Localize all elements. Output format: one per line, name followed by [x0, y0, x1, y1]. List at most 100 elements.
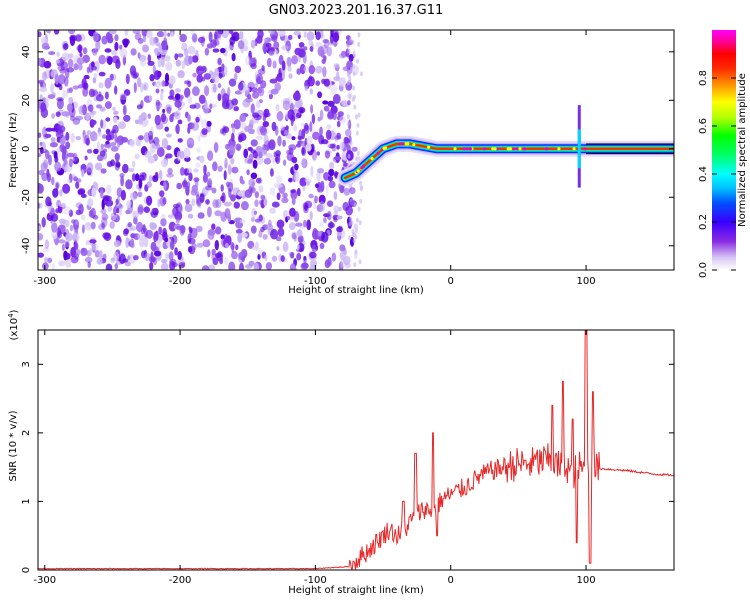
- noise-blob: [315, 31, 321, 41]
- noise-blob: [87, 198, 94, 207]
- noise-blob: [63, 250, 68, 261]
- noise-blob: [327, 222, 335, 229]
- noise-blob: [206, 43, 213, 49]
- noise-blob: [258, 151, 263, 159]
- noise-blob: [154, 250, 162, 257]
- noise-blob: [226, 45, 234, 51]
- signal-peak: [404, 142, 408, 146]
- noise-blob: [341, 99, 348, 106]
- noise-blob: [215, 30, 222, 39]
- noise-blob: [252, 159, 258, 169]
- noise-blob: [191, 198, 196, 207]
- noise-blob: [254, 71, 258, 79]
- noise-blob: [233, 119, 241, 130]
- snr-scale-label: (x104): [7, 309, 20, 340]
- noise-blob: [347, 48, 351, 54]
- noise-blob: [245, 55, 251, 66]
- noise-blob: [287, 65, 292, 72]
- noise-blob: [164, 237, 169, 243]
- noise-blob: [175, 59, 182, 67]
- noise-blob: [309, 121, 313, 132]
- noise-blob: [224, 65, 228, 76]
- noise-blob: [214, 68, 219, 77]
- noise-blob: [112, 106, 116, 111]
- noise-blob: [336, 215, 342, 220]
- noise-blob: [282, 241, 289, 252]
- noise-blob: [265, 223, 274, 231]
- noise-blob: [192, 72, 197, 78]
- noise-blob: [309, 264, 317, 270]
- noise-blob: [177, 250, 182, 260]
- noise-blob: [143, 32, 147, 43]
- noise-blob: [187, 213, 194, 219]
- noise-blob: [309, 251, 317, 259]
- signal-peak: [522, 147, 526, 151]
- noise-blob: [223, 256, 229, 266]
- noise-blob: [47, 257, 53, 264]
- noise-blob: [337, 111, 344, 117]
- noise-blob: [74, 242, 79, 250]
- noise-blob: [113, 240, 121, 248]
- noise-blob: [125, 73, 130, 85]
- noise-blob: [140, 82, 144, 93]
- noise-blob: [51, 263, 56, 270]
- noise-blob: [322, 100, 329, 105]
- noise-blob: [127, 222, 132, 228]
- noise-blob: [256, 75, 261, 84]
- noise-blob: [137, 77, 142, 88]
- noise-blob: [38, 132, 42, 138]
- noise-blob: [73, 176, 78, 182]
- noise-blob: [248, 50, 252, 61]
- noise-blob: [356, 151, 360, 156]
- noise-blob: [102, 232, 110, 240]
- noise-blob: [154, 171, 159, 179]
- noise-blob: [222, 93, 230, 104]
- signal-peak: [482, 147, 486, 151]
- noise-blob: [317, 184, 324, 193]
- noise-blob: [276, 192, 281, 201]
- noise-blob: [302, 53, 307, 64]
- noise-blob: [104, 101, 112, 109]
- noise-blob: [206, 171, 211, 177]
- snr-frame: [37, 329, 675, 571]
- noise-blob: [143, 206, 150, 213]
- signal-peak: [465, 147, 469, 151]
- noise-blob: [53, 151, 58, 159]
- noise-blob: [303, 31, 307, 38]
- noise-blob: [138, 114, 144, 125]
- noise-blob: [198, 94, 206, 105]
- noise-blob: [228, 30, 233, 35]
- noise-blob: [277, 227, 285, 237]
- noise-blob: [187, 114, 191, 122]
- noise-blob: [211, 83, 218, 93]
- noise-blob: [56, 97, 64, 102]
- signal-peak: [401, 142, 405, 146]
- noise-blob: [323, 78, 330, 87]
- noise-blob: [212, 75, 220, 84]
- noise-blob: [159, 190, 165, 198]
- noise-blob: [201, 128, 208, 136]
- noise-blob: [92, 214, 99, 220]
- noise-blob: [287, 34, 293, 41]
- noise-blob: [148, 175, 153, 182]
- noise-blob: [296, 243, 300, 251]
- noise-blob: [191, 122, 199, 131]
- noise-blob: [322, 66, 327, 78]
- colorbar-tick-label: 0.8: [698, 70, 709, 86]
- noise-blob: [55, 111, 61, 117]
- noise-blob: [339, 250, 345, 261]
- signal-peak: [468, 147, 473, 151]
- noise-blob: [114, 34, 119, 42]
- noise-blob: [328, 180, 336, 189]
- noise-blob: [42, 71, 47, 81]
- noise-blob: [324, 39, 330, 49]
- x-tick-label: -300: [33, 575, 56, 586]
- noise-blob: [174, 100, 182, 108]
- noise-blob: [46, 168, 50, 178]
- noise-blob: [351, 39, 355, 45]
- noise-blob: [54, 74, 60, 85]
- noise-blob: [162, 227, 168, 238]
- noise-blob: [65, 260, 72, 268]
- noise-blob: [184, 87, 191, 98]
- noise-blob: [211, 248, 216, 256]
